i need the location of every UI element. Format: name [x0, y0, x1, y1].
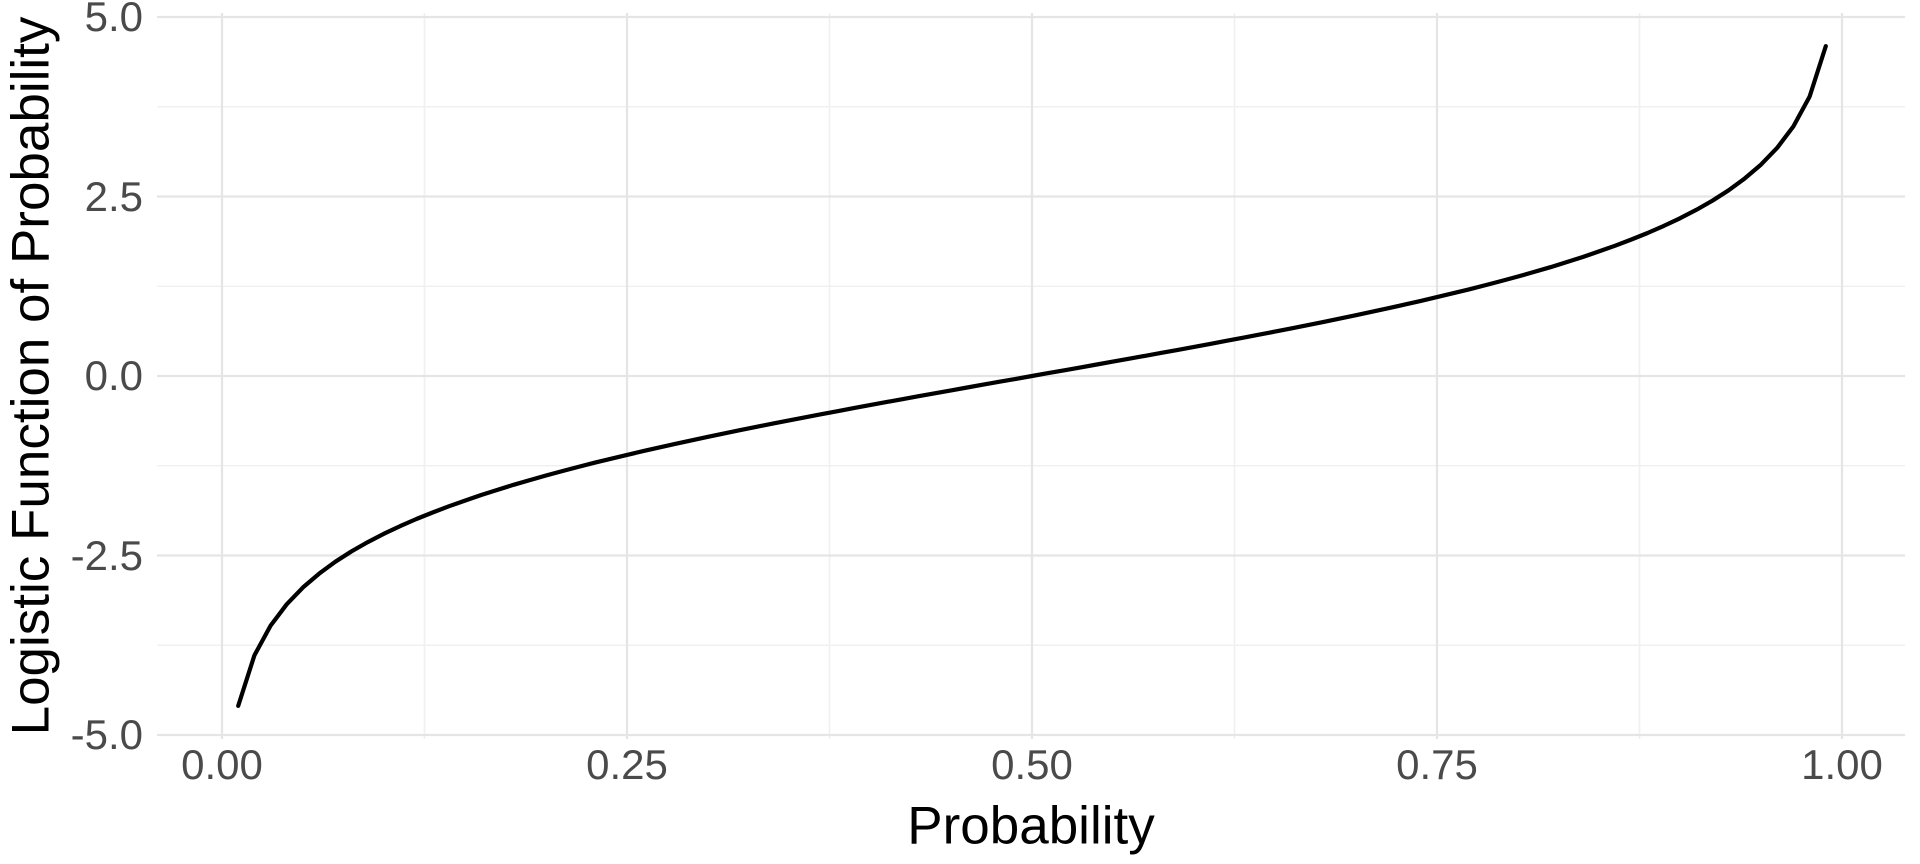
logit-curve	[236, 44, 1828, 708]
x-tick-label: 0.75	[1396, 741, 1478, 788]
x-tick-label: 1.00	[1801, 741, 1883, 788]
y-tick-label: -2.5	[70, 531, 143, 579]
y-tick-label: 5.0	[84, 0, 143, 40]
y-axis-title: Logistic Function of Probability	[1, 16, 61, 736]
x-tick-label: 0.00	[181, 741, 263, 788]
x-tick-label: 0.50	[991, 741, 1073, 788]
x-tick-label: 0.25	[586, 741, 668, 788]
y-tick-label: 0.0	[84, 352, 143, 399]
y-tick-label: 2.5	[84, 172, 143, 220]
x-axis-title: Probability	[907, 796, 1155, 856]
y-tick-label: -5.0	[70, 711, 143, 758]
